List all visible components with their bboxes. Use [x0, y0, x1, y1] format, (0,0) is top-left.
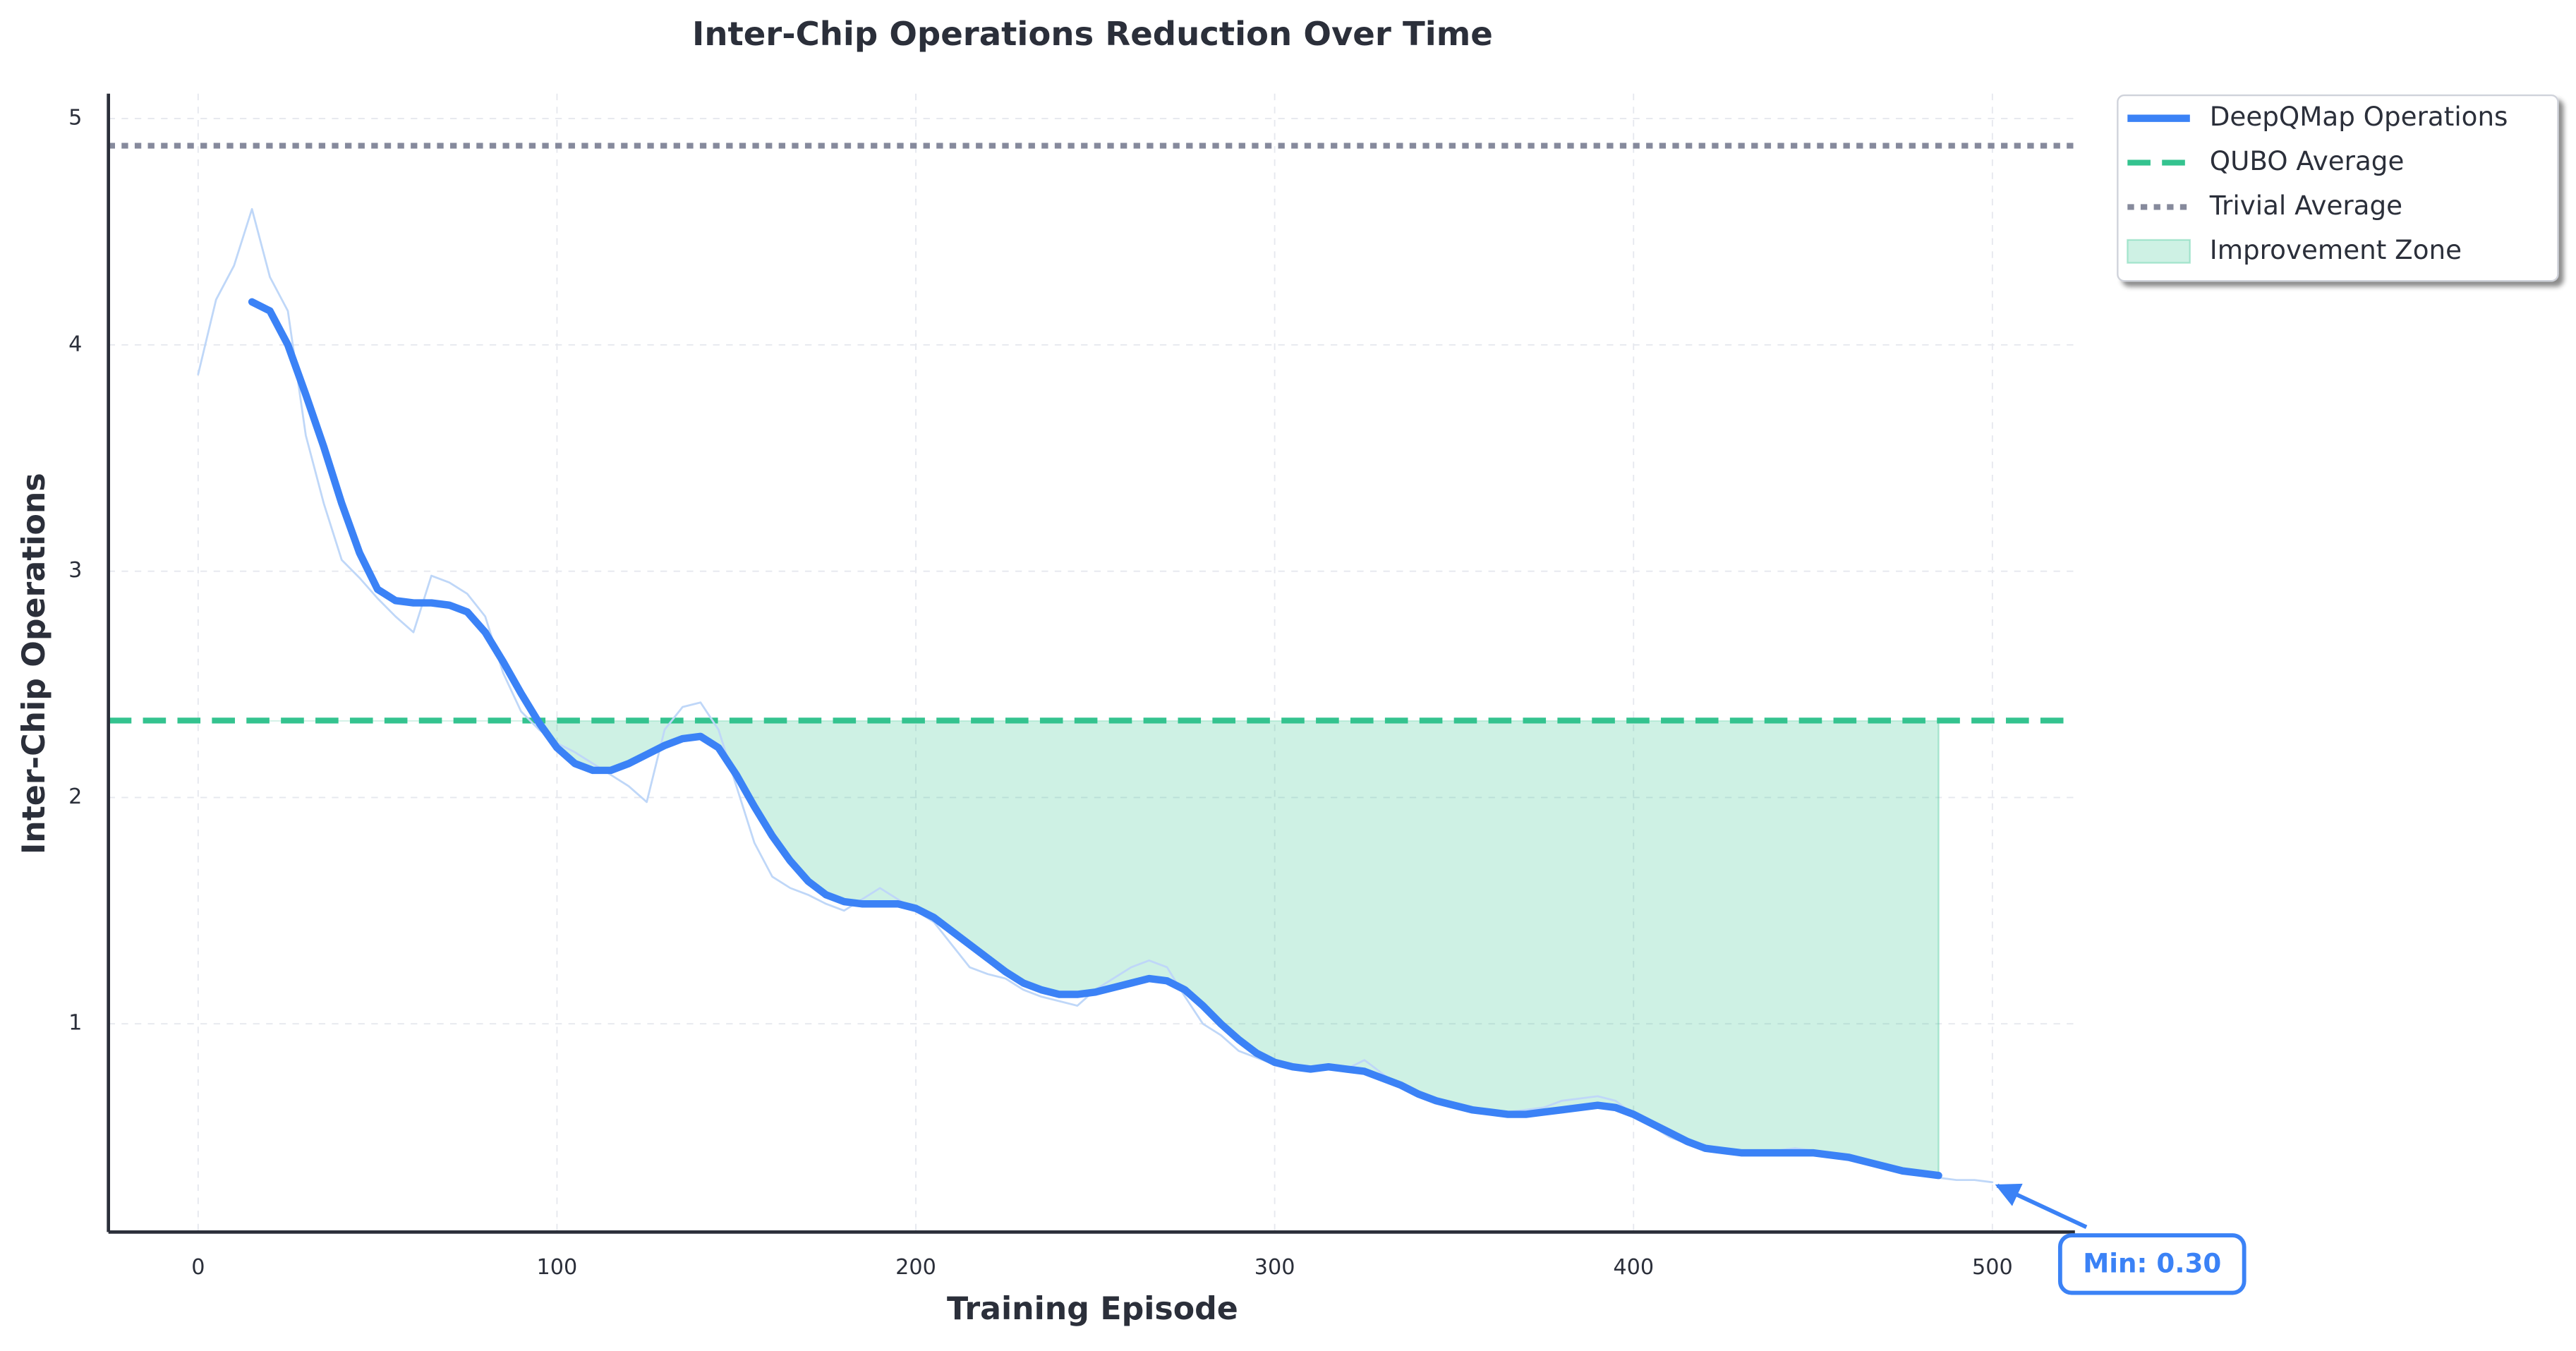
x-axis-label: Training Episode [947, 1291, 1238, 1327]
x-tick-label: 0 [191, 1255, 205, 1280]
y-tick-label: 2 [68, 784, 82, 809]
legend-label: DeepQMap Operations [2210, 101, 2508, 132]
y-tick-label: 3 [68, 558, 82, 583]
legend-label: Improvement Zone [2210, 234, 2462, 265]
annotation-box [2057, 1233, 2247, 1295]
y-axis-label: Inter-Chip Operations [16, 473, 52, 854]
x-tick-label: 400 [1613, 1255, 1654, 1280]
chart-title: Inter-Chip Operations Reduction Over Tim… [692, 15, 1493, 53]
legend: DeepQMap Operations QUBO Average Trivial A… [2117, 94, 2559, 282]
x-tick-label: 100 [537, 1255, 578, 1280]
x-tick-label: 200 [895, 1255, 936, 1280]
legend-box [2117, 94, 2559, 282]
annotation-arrow [1995, 1183, 2088, 1230]
smoothed-line [248, 298, 1942, 1180]
x-tick-label: 500 [1972, 1255, 2013, 1280]
legend-label: Trivial Average [2209, 190, 2402, 221]
x-tick-label: 300 [1254, 1255, 1295, 1280]
y-tick-label: 1 [68, 1011, 82, 1036]
y-tick-label: 5 [68, 106, 82, 131]
legend-label: QUBO Average [2210, 145, 2405, 176]
annotation-text: Min: 0.30 [2083, 1247, 2221, 1278]
y-tick-label: 4 [68, 332, 82, 356]
improvement-zone [250, 720, 1940, 1177]
legend-swatch [2127, 238, 2191, 264]
